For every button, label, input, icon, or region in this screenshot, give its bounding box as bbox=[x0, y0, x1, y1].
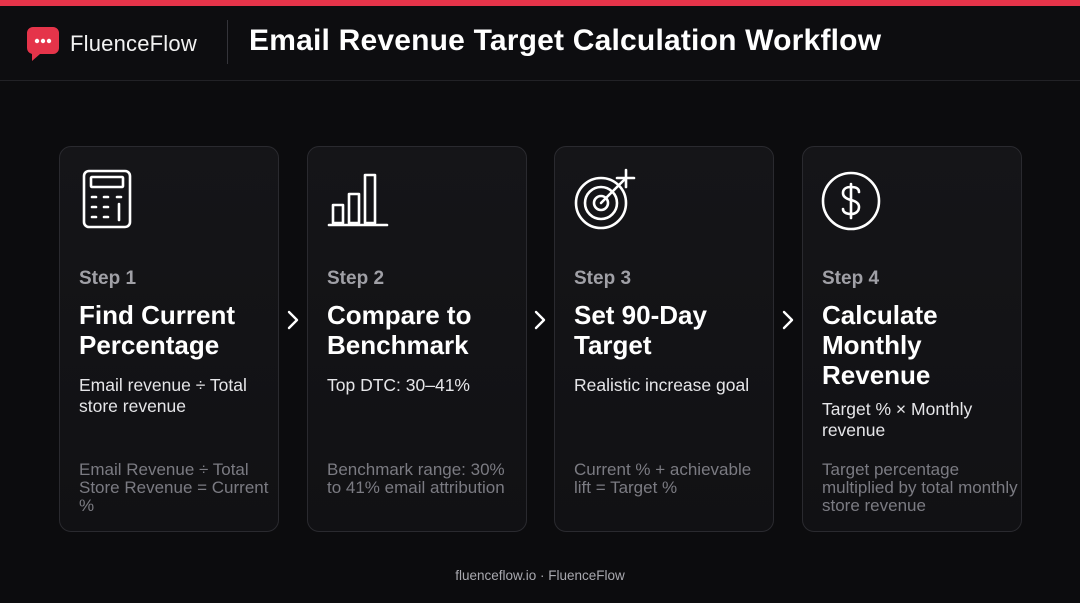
step-card-2: Step 2 Compare to Benchmark Top DTC: 30–… bbox=[307, 146, 527, 532]
step-description: Realistic increase goal bbox=[574, 375, 750, 395]
step-card-3: Step 3 Set 90-Day Target Realistic incre… bbox=[554, 146, 774, 532]
brand-name: FluenceFlow bbox=[70, 31, 197, 56]
chevron-right-icon bbox=[534, 310, 546, 330]
accent-bar bbox=[0, 0, 1080, 6]
step-description: Target % × Monthly revenue bbox=[822, 399, 973, 440]
step-note: Benchmark range: 30% to 41% email attrib… bbox=[327, 460, 505, 497]
step-label: Step 4 bbox=[822, 268, 880, 289]
step-label: Step 2 bbox=[327, 268, 385, 289]
chevron-right-icon bbox=[782, 310, 794, 330]
step-card-1: Step 1 Find Current Percentage Email rev… bbox=[59, 146, 279, 532]
header-divider bbox=[227, 20, 228, 64]
bar-chart-icon bbox=[327, 173, 389, 227]
footer-text: fluenceflow.io · FluenceFlow bbox=[455, 568, 625, 583]
step-title: Set 90-Day Target bbox=[574, 300, 707, 360]
page-title: Email Revenue Target Calculation Workflo… bbox=[249, 24, 882, 57]
dollar-icon bbox=[821, 171, 881, 231]
chat-bubble-logo-icon bbox=[26, 27, 60, 61]
step-label: Step 1 bbox=[79, 268, 137, 289]
step-label: Step 3 bbox=[574, 268, 632, 289]
step-title: Calculate Monthly Revenue bbox=[822, 300, 938, 390]
step-card-4: Step 4 Calculate Monthly Revenue Target … bbox=[802, 146, 1022, 532]
target-icon bbox=[574, 168, 636, 230]
step-description: Email revenue ÷ Total store revenue bbox=[79, 375, 247, 416]
chevron-right-icon bbox=[287, 310, 299, 330]
step-note: Target percentage multiplied by total mo… bbox=[822, 460, 1018, 515]
step-note: Current % + achievable lift = Target % bbox=[574, 460, 752, 497]
calculator-icon bbox=[82, 169, 132, 229]
step-title: Find Current Percentage bbox=[79, 300, 235, 360]
header: FluenceFlow Email Revenue Target Calcula… bbox=[0, 6, 1080, 81]
step-description: Top DTC: 30–41% bbox=[327, 375, 470, 395]
step-title: Compare to Benchmark bbox=[327, 300, 472, 360]
step-note: Email Revenue ÷ Total Store Revenue = Cu… bbox=[79, 460, 269, 515]
